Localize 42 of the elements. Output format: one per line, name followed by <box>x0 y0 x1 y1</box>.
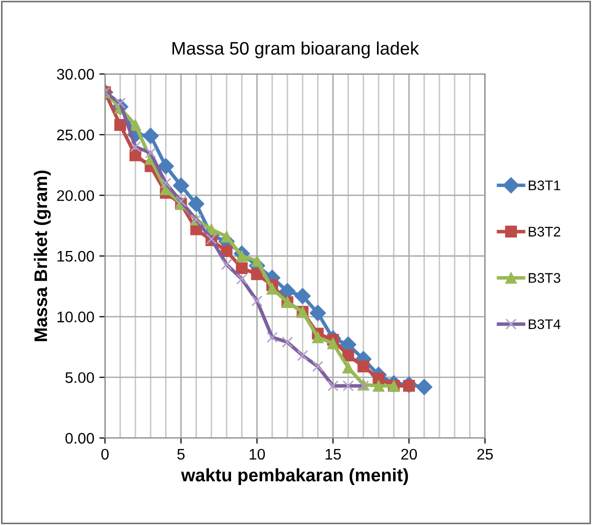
point <box>114 119 126 131</box>
point <box>158 158 174 174</box>
point <box>372 372 385 384</box>
y-axis-title: Massa Briket (gram) <box>34 170 51 342</box>
y-tick-label: 25.00 <box>57 130 94 140</box>
legend-label: B3T1 <box>528 180 560 190</box>
point <box>188 196 204 212</box>
point <box>220 245 233 258</box>
y-tick-label: 10.00 <box>58 312 94 322</box>
y-tick-label: 15.00 <box>58 250 94 262</box>
point <box>342 350 354 362</box>
point <box>129 119 142 131</box>
point <box>251 254 263 267</box>
x-tick-label: 10 <box>250 448 265 460</box>
y-tick-label: 30.00 <box>56 68 94 80</box>
point <box>372 380 385 392</box>
point <box>312 331 324 344</box>
chart-title: Massa 50 gram bioarang ladek <box>172 41 419 58</box>
point <box>294 288 311 304</box>
y-tick-label: 0.00 <box>65 432 94 444</box>
point <box>357 360 370 372</box>
point <box>251 268 263 280</box>
point <box>172 177 190 194</box>
y-tick-label: 5.00 <box>65 372 94 384</box>
x-tick-label: 15 <box>326 448 341 460</box>
point <box>342 362 354 374</box>
x-tick-label: 20 <box>401 448 417 460</box>
x-tick-label: 5 <box>177 448 185 460</box>
point <box>129 149 142 162</box>
x-tick-label: 25 <box>477 448 493 460</box>
point <box>236 262 248 274</box>
point <box>310 304 326 322</box>
legend-label: B3T2 <box>528 226 560 237</box>
y-tick-label: 20.00 <box>57 190 94 202</box>
x-tick-label: 0 <box>101 448 109 460</box>
legend-label: B3T4 <box>528 319 560 330</box>
point <box>220 230 233 242</box>
point <box>416 378 432 396</box>
point <box>327 337 339 350</box>
x-axis-title: waktu pembakaran (menit) <box>181 468 408 486</box>
legend-label: B3T3 <box>528 273 560 283</box>
point <box>142 128 159 144</box>
